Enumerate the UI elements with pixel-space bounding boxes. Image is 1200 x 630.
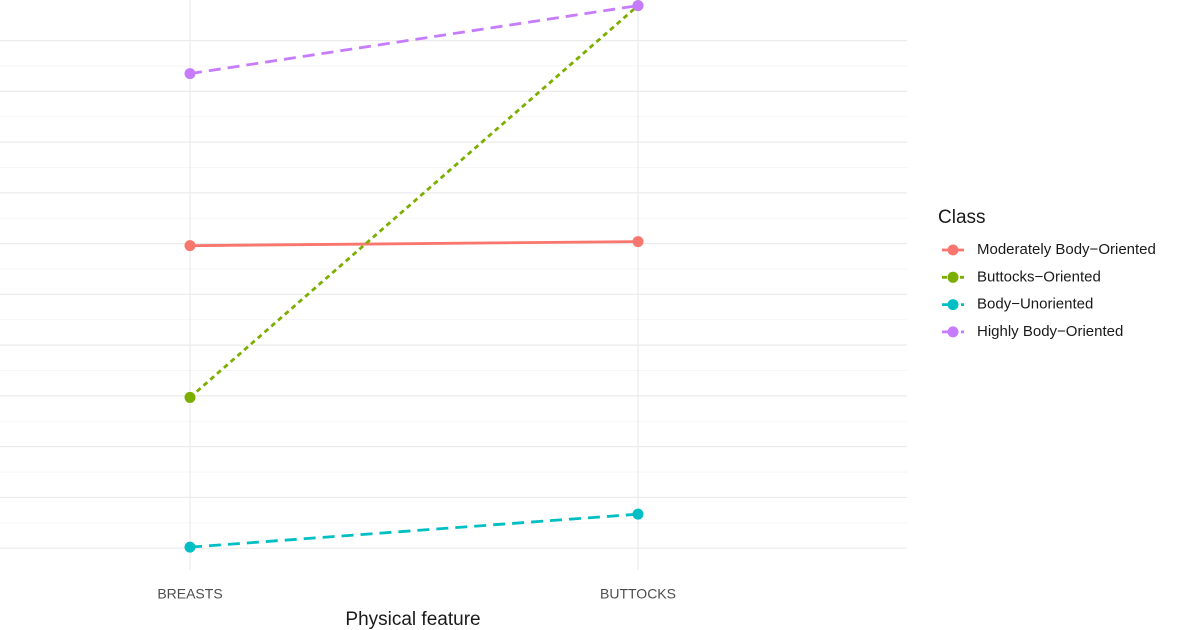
legend-key-point (947, 326, 959, 338)
legend-label: Moderately Body−Oriented (977, 241, 1156, 258)
series-line (189, 512, 639, 549)
legend-key-point (947, 244, 959, 256)
data-point (632, 508, 644, 520)
data-point (184, 68, 196, 80)
data-point (632, 236, 644, 248)
data-point (184, 541, 196, 553)
series-line (189, 240, 639, 248)
data-point (632, 0, 644, 12)
legend-key-point (947, 299, 959, 311)
x-axis-title: Physical feature (345, 609, 480, 630)
legend-label: Body−Unoriented (977, 296, 1093, 313)
data-point (184, 240, 196, 252)
x-tick-label: BREASTS (157, 586, 222, 602)
data-point (184, 391, 196, 403)
legend-label: Highly Body−Oriented (977, 323, 1123, 340)
x-tick-label: BUTTOCKS (600, 586, 676, 602)
legend-title: Class (938, 207, 986, 228)
series-line (189, 4, 639, 399)
legend-label: Buttocks−Oriented (977, 268, 1101, 285)
legend-key-point (947, 271, 959, 283)
